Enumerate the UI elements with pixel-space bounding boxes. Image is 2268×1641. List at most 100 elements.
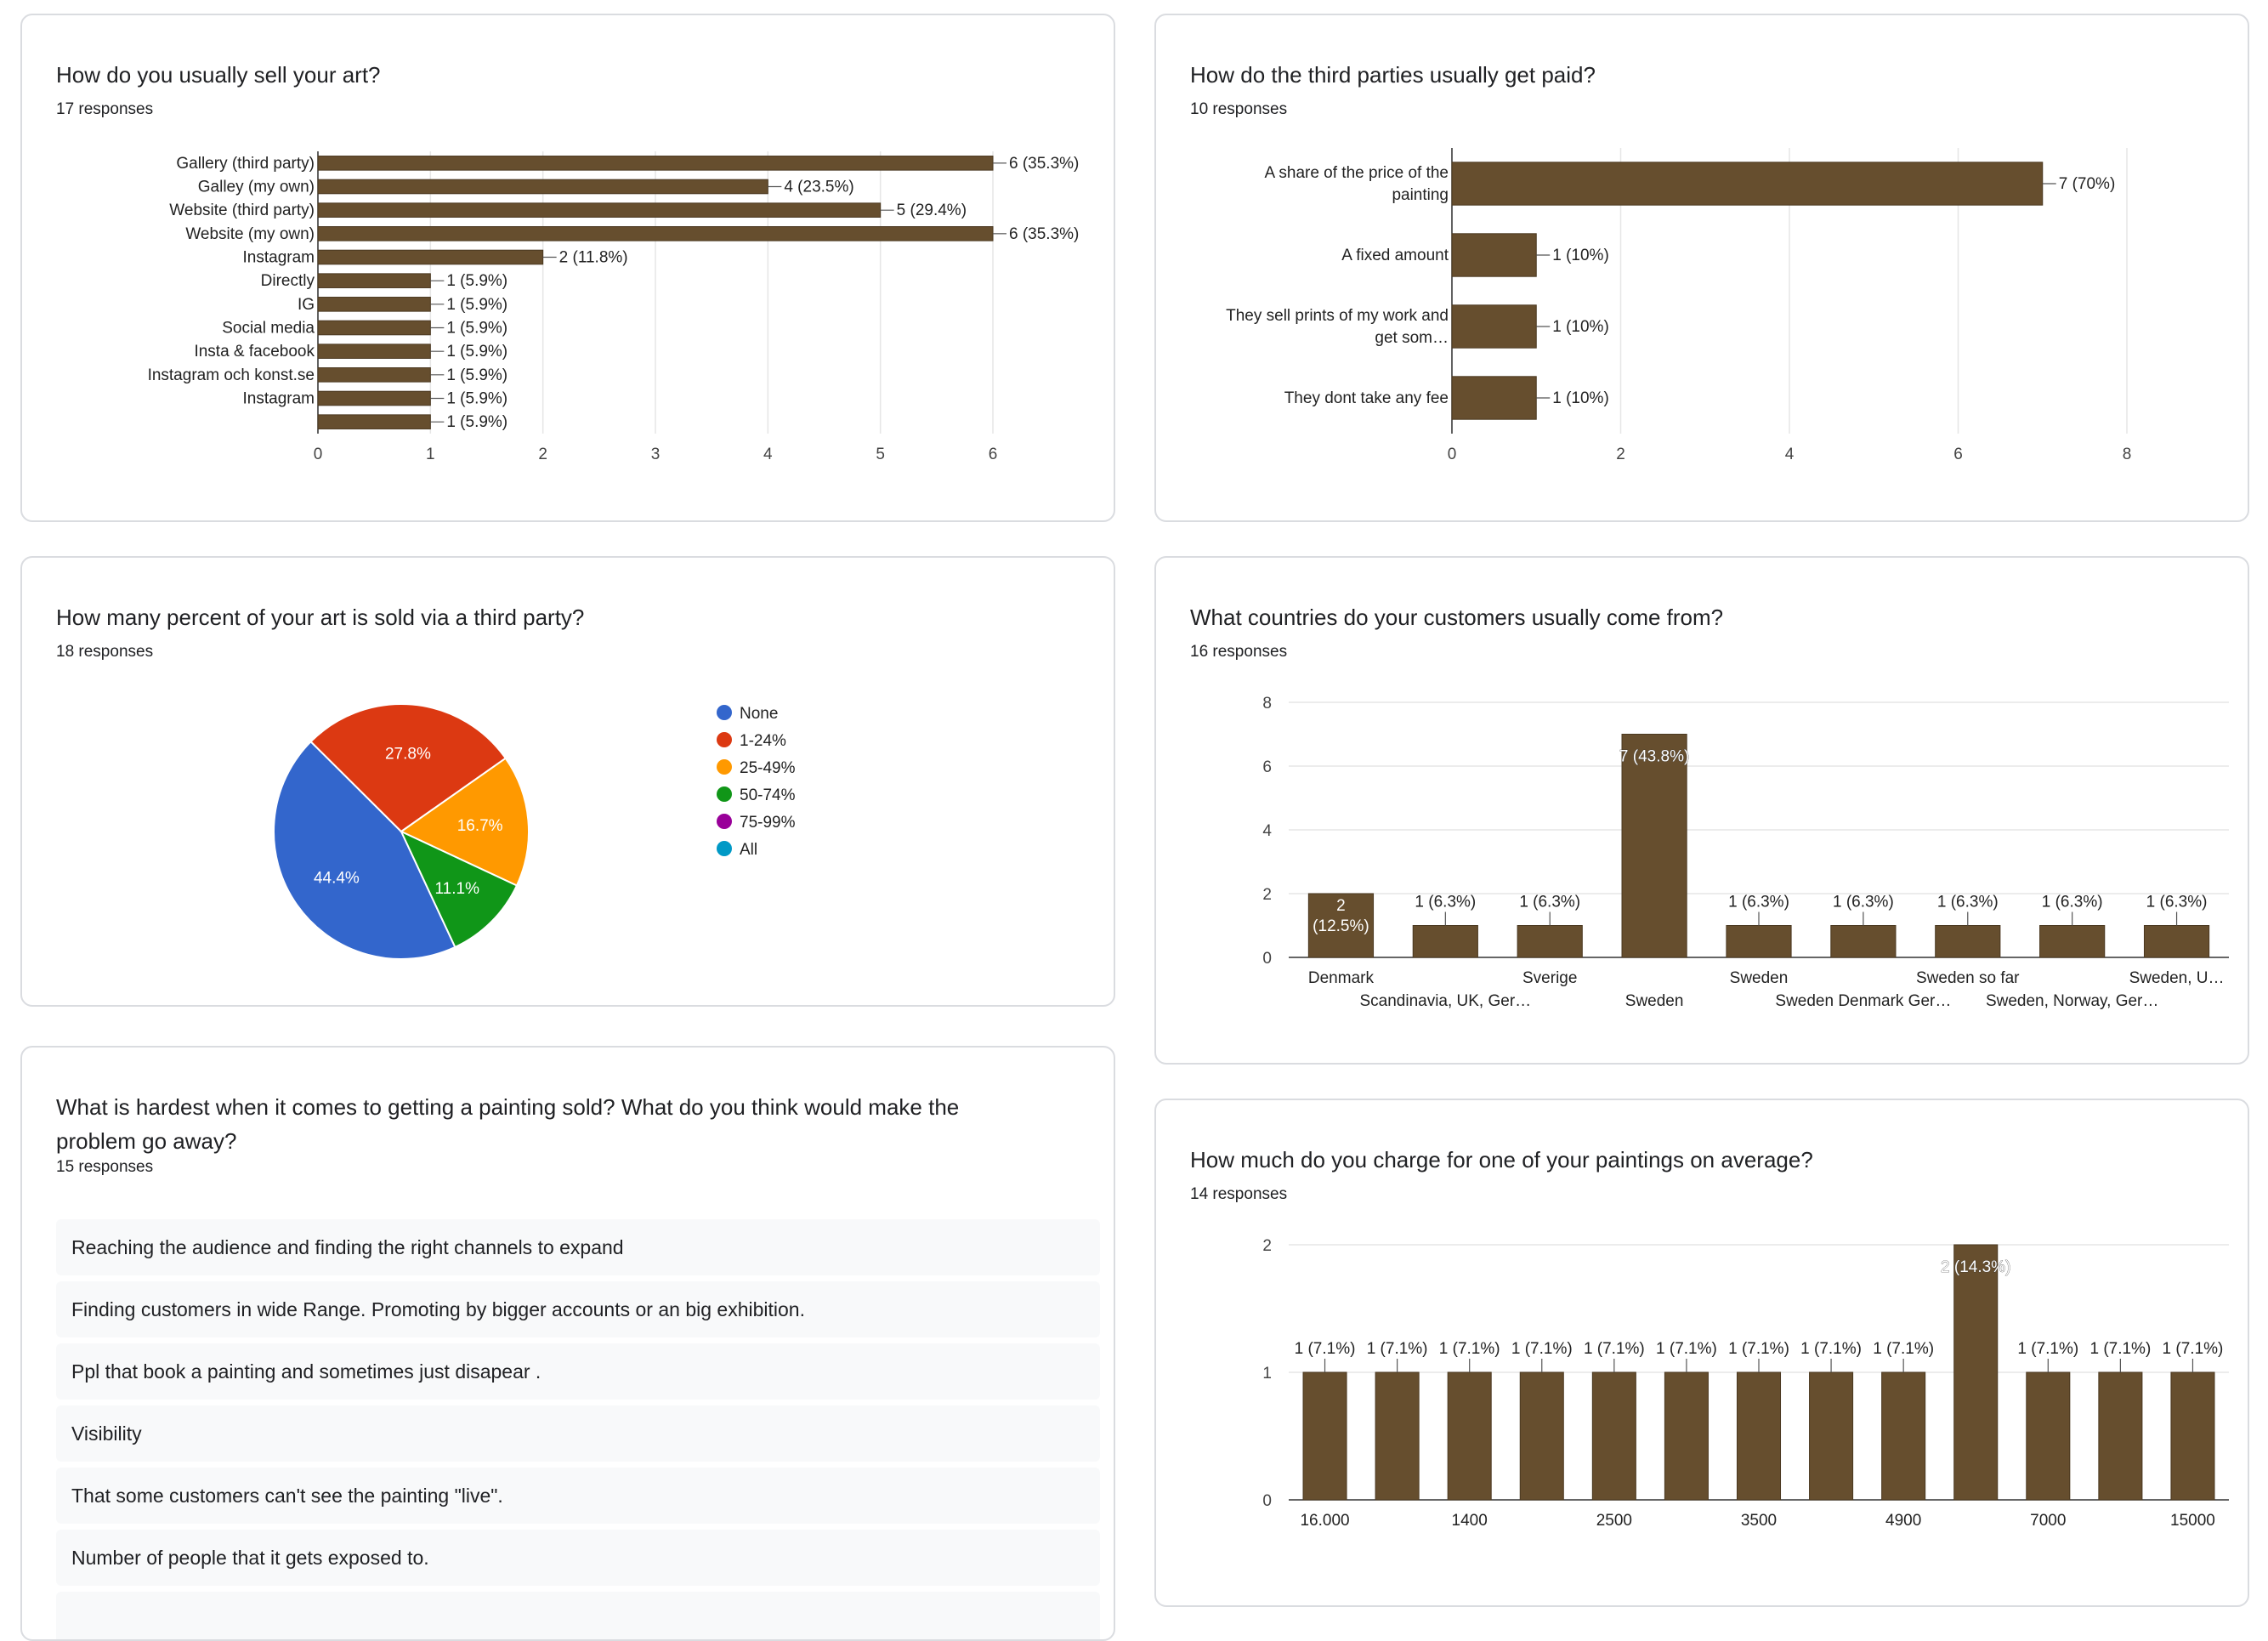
- bar: [317, 344, 431, 359]
- category-label: Instagram: [243, 390, 315, 408]
- legend-label: None: [740, 705, 778, 723]
- data-label: 1 (5.9%): [446, 343, 507, 361]
- bar: [1591, 1371, 1636, 1501]
- category-label: 3500: [1741, 1512, 1777, 1530]
- bar: [1302, 1371, 1347, 1501]
- bar: [1736, 1371, 1782, 1501]
- response-item: Finding customers in wide Range. Promoti…: [56, 1281, 1100, 1337]
- category-label: Website (my own): [185, 225, 315, 243]
- y-tick-label: 4: [1262, 822, 1272, 840]
- data-label: 1 (7.1%): [1295, 1340, 1356, 1358]
- category-label: 7000: [2030, 1512, 2066, 1530]
- response-item: Number of people that it gets exposed to…: [56, 1530, 1100, 1586]
- bar: [1451, 233, 1537, 277]
- bar: [1447, 1371, 1492, 1501]
- data-label: 1 (7.1%): [1800, 1340, 1862, 1358]
- category-label: Sweden so far: [1916, 969, 2020, 987]
- bar: [317, 367, 431, 383]
- data-label: 1 (5.9%): [446, 320, 507, 338]
- data-label: 1 (6.3%): [1937, 894, 1999, 911]
- payment-bar-chart: 0 2 4 6 8 7 (70%) A share of the price of the p…: [1226, 148, 2132, 463]
- category-label: 1400: [1452, 1512, 1488, 1530]
- slice-label: 27.8%: [385, 745, 431, 763]
- pie-slice: [399, 829, 519, 949]
- legend-label: 50-74%: [740, 786, 796, 804]
- response-item: Ppl that book a painting and sometimes j…: [56, 1343, 1100, 1400]
- data-label: 1 (7.1%): [2017, 1340, 2078, 1358]
- bar: [317, 414, 431, 429]
- x-tick-label: 0: [1448, 446, 1457, 463]
- bar: [1809, 1371, 1854, 1501]
- legend-label: 75-99%: [740, 814, 796, 832]
- countries-bar-chart: 0 2 4 6 8 2 (12.5%) Denmark 1 (6.3%) Scandinavia,…: [1262, 695, 2229, 1010]
- legend-label: 25-49%: [740, 759, 796, 777]
- question-title: How many percent of your art is sold via…: [56, 605, 585, 630]
- data-label: 6 (35.3%): [1009, 155, 1079, 173]
- bar: [1664, 1371, 1709, 1501]
- question-title: How do you usually sell your art?: [56, 62, 381, 88]
- y-tick-label: 6: [1262, 758, 1272, 776]
- bar: [317, 156, 994, 171]
- question-title: How much do you charge for one of your p…: [1190, 1147, 1813, 1173]
- bar: [1412, 925, 1478, 958]
- category-label: Instagram och konst.se: [148, 366, 315, 384]
- legend-swatch: [717, 814, 732, 829]
- bar: [1519, 1371, 1564, 1501]
- data-label: 1 (7.1%): [2089, 1340, 2151, 1358]
- data-label: 1 (6.3%): [1728, 894, 1789, 911]
- category-label: Sverige: [1522, 969, 1577, 987]
- slice-label: 44.4%: [314, 869, 360, 887]
- response-item: Visibility: [56, 1405, 1100, 1462]
- bar: [1953, 1244, 1999, 1501]
- category-label: Instagram: [243, 249, 315, 267]
- x-tick-label: 2: [538, 446, 547, 463]
- category-label: They dont take any fee: [1284, 389, 1449, 407]
- card-sell-channels: How do you usually sell your art? 17 res…: [20, 14, 1115, 522]
- data-label: 5 (29.4%): [897, 202, 967, 219]
- category-label: Social media: [222, 320, 315, 338]
- x-tick-label: 8: [2123, 446, 2132, 463]
- category-label: 16.000: [1300, 1512, 1349, 1530]
- data-label: 1 (5.9%): [446, 272, 507, 290]
- bar: [1451, 376, 1537, 420]
- bar: [1935, 925, 2001, 958]
- response-count: 10 responses: [1190, 100, 1288, 118]
- legend-label: All: [740, 841, 757, 859]
- bar: [317, 179, 768, 195]
- pie-slice: [400, 757, 530, 887]
- percent-pie-chart: 44.4% 27.8% 16.7% 11.1% None 1-24% 25-49% 50-74…: [273, 703, 796, 960]
- category-label: Insta & facebook: [194, 343, 315, 361]
- y-tick-label: 2: [1262, 1237, 1272, 1255]
- data-label: 1 (7.1%): [1367, 1340, 1428, 1358]
- data-label: 1 (6.3%): [1519, 894, 1580, 911]
- data-label: 1 (6.3%): [1415, 894, 1476, 911]
- bar: [1830, 925, 1897, 958]
- pie-slice: [309, 703, 507, 833]
- data-label: 7 (70%): [2059, 175, 2116, 193]
- x-tick-label: 4: [763, 446, 773, 463]
- category-label: Sweden Denmark Ger…: [1775, 992, 1951, 1010]
- category-label: A share of the price of the: [1264, 164, 1449, 182]
- bar: [2098, 1371, 2143, 1501]
- bar: [317, 390, 431, 406]
- category-label: Galley (my own): [198, 179, 315, 196]
- category-label: painting: [1392, 186, 1449, 204]
- bar: [317, 202, 882, 218]
- response-count: 17 responses: [56, 100, 154, 118]
- category-label: Directly: [261, 272, 315, 290]
- data-label: (12.5%): [1313, 917, 1369, 935]
- bar: [2026, 1371, 2071, 1501]
- category-label: Sweden, Norway, Ger…: [1986, 992, 2158, 1010]
- data-label: 4 (23.5%): [784, 179, 853, 196]
- data-label: 2 (11.8%): [559, 249, 628, 267]
- x-tick-label: 3: [651, 446, 661, 463]
- sell-channels-bar-chart: 0 1 2 3 4 5 6 6 (35.3%) Gallery (third party) 4 (…: [148, 151, 1079, 463]
- data-label: 1 (5.9%): [446, 413, 507, 431]
- data-label: 1 (10%): [1552, 318, 1609, 336]
- data-label: 1 (10%): [1552, 389, 1609, 407]
- data-label: 1 (7.1%): [1511, 1340, 1573, 1358]
- legend-label: 1-24%: [740, 732, 786, 750]
- data-label: 1 (6.3%): [2146, 894, 2208, 911]
- x-tick-label: 5: [876, 446, 885, 463]
- bar: [1451, 304, 1537, 349]
